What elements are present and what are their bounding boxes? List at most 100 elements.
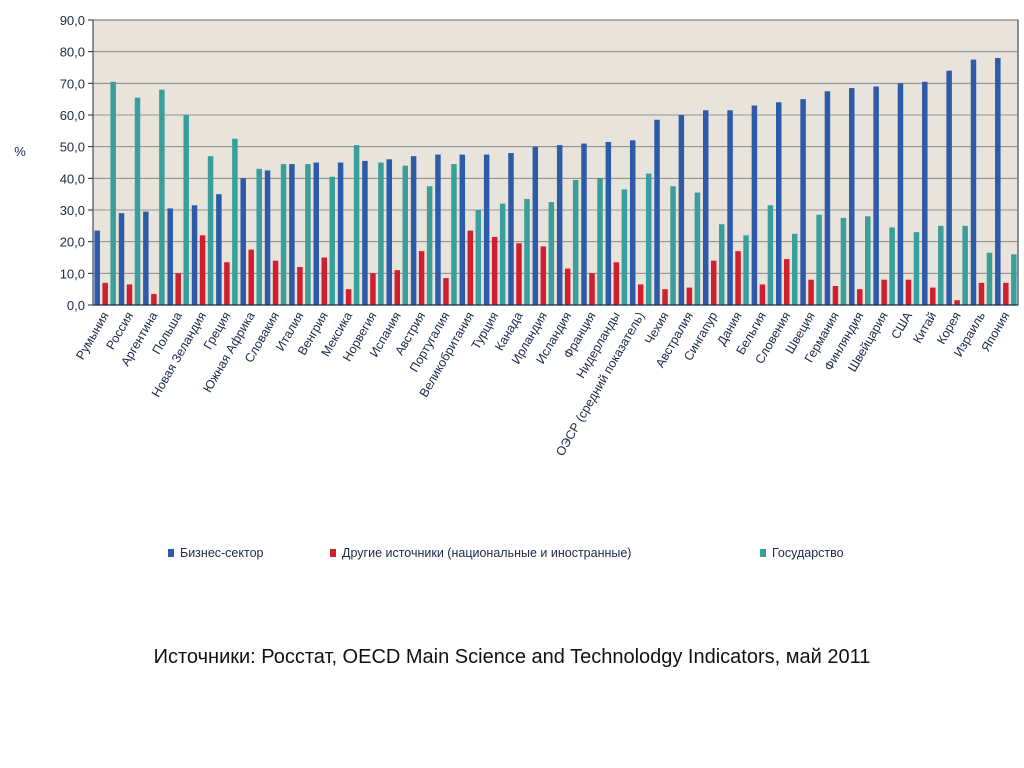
bar [743,235,749,305]
legend: Бизнес-сектор Другие источники (националь… [168,546,844,560]
bar [645,173,652,305]
bar [1003,282,1009,305]
bar [702,110,709,305]
bar [313,162,319,305]
bar [321,257,327,305]
bar [816,214,822,305]
bar [508,153,514,305]
y-axis-unit-label: % [14,144,26,159]
y-axis-ticks: 0,0 10,0 20,0 30,0 40,0 50,0 60,0 70,0 80,0 90,0 [60,13,93,313]
legend-label: Другие источники (национальные и иностра… [342,546,631,560]
bar [499,203,506,305]
bar [905,279,912,305]
bar [410,156,417,305]
bar [532,146,539,305]
bar [759,284,766,305]
bar [118,213,125,305]
bar [540,246,547,305]
bar [605,141,612,305]
bar [418,251,425,305]
legend-label: Государство [772,546,844,560]
bar [621,189,628,305]
bar [589,273,595,305]
bars [94,58,1017,306]
bar [183,115,189,305]
bar [962,225,968,305]
bar [524,198,530,305]
bar [946,70,952,306]
bar [297,267,303,305]
x-category-label: Румыния [73,310,111,363]
bar [930,287,936,305]
bar [345,289,352,305]
legend-swatch [168,549,174,557]
y-tick-label: 0,0 [67,298,85,313]
bar [840,217,847,305]
bar [597,178,603,305]
bar [264,170,271,305]
bar [143,211,149,305]
bar [207,156,214,305]
chart: 0,010,020,030,040,050,060,070,080,090,0 … [14,13,1019,560]
bar [808,279,814,305]
bar [857,289,863,305]
y-tick-label: 90,0 [60,13,85,28]
bar [792,233,798,305]
bar [280,164,287,305]
bar [832,286,839,305]
bar [232,138,238,305]
bar [248,249,254,305]
legend-swatch [760,549,766,557]
bar [686,287,693,305]
bar [451,164,457,305]
bar [102,282,108,305]
bar [629,140,636,305]
bar [134,97,141,305]
bar [662,289,668,305]
bar [110,81,116,305]
bar [467,230,474,305]
bar [572,179,579,305]
bar [613,262,620,305]
y-tick-label: 20,0 [60,235,85,250]
bar [865,216,871,305]
bar [443,278,449,305]
bar [426,186,433,305]
bar [938,225,944,305]
bar [970,59,977,306]
y-tick-label: 70,0 [60,76,85,91]
bar [986,252,993,305]
bar [637,284,644,305]
bar [305,164,311,305]
bar [199,235,206,305]
bar [240,178,246,305]
bar [873,86,879,305]
bar [849,88,855,305]
y-tick-label: 40,0 [60,171,85,186]
bar [516,243,522,305]
bar [386,159,393,305]
bar [694,192,701,305]
bar [678,115,685,305]
gridlines [93,19,1018,306]
bar [751,105,758,305]
bar [581,143,587,305]
bar [784,259,790,305]
bar [459,154,466,305]
bar [913,232,920,305]
bar [735,251,741,305]
bar [548,202,555,305]
bar [767,205,774,305]
y-tick-label: 30,0 [60,203,85,218]
bar [1011,254,1017,305]
bar [191,205,198,305]
bar [710,260,717,305]
bar [362,160,368,305]
bar [402,165,409,305]
bar [289,164,295,305]
bar [776,102,782,305]
y-tick-label: 80,0 [60,45,85,60]
y-tick-label: 60,0 [60,108,85,123]
bar [556,145,563,305]
